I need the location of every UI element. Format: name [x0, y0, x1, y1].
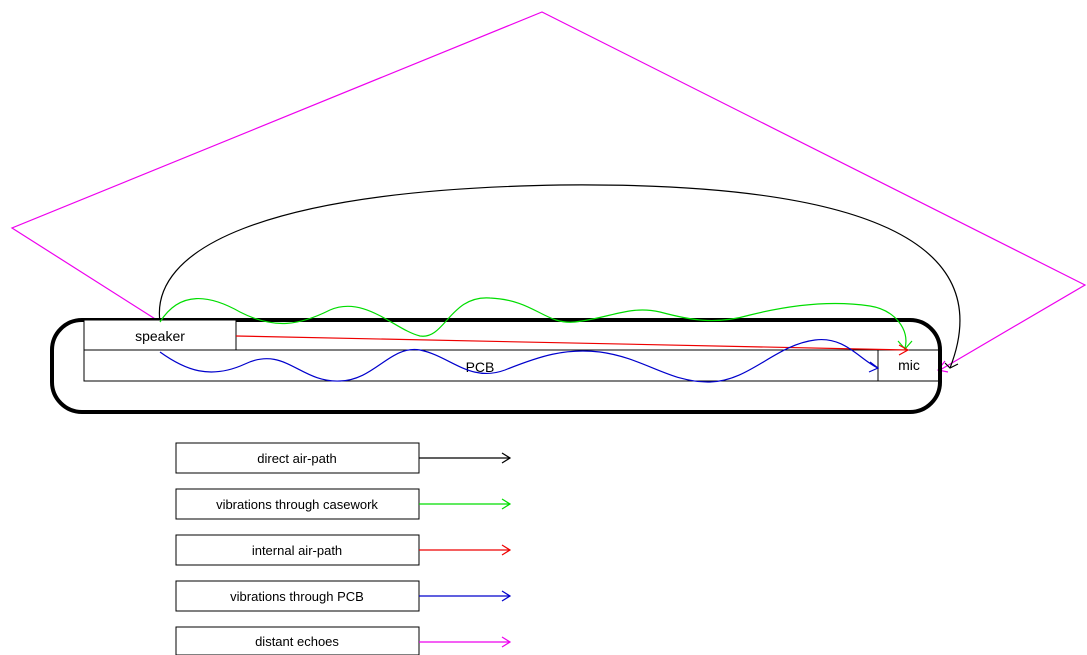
direct-air-path-arrowhead: [944, 362, 959, 369]
internal-air-path-arrowhead: [898, 344, 910, 356]
legend-label: direct air-path: [257, 451, 336, 466]
legend-item-direct-air-path: direct air-path: [175, 442, 512, 474]
internal-air-path: [235, 335, 909, 351]
distant-echoes-path: [10, 11, 1087, 371]
pcb-vibration-arrowhead: [868, 361, 880, 373]
legend-item-pcb-vibrations: vibrations through PCB: [175, 580, 512, 612]
legend-item-distant-echoes: distant echoes: [175, 626, 512, 655]
direct-air-path: [158, 184, 961, 369]
legend-item-casework: vibrations through casework: [175, 488, 512, 520]
casework-vibration-path: [159, 297, 907, 349]
legend-label: vibrations through casework: [216, 497, 378, 512]
legend-item-internal-air-path: internal air-path: [175, 534, 512, 566]
legend-label: distant echoes: [255, 634, 339, 649]
speaker-label: speaker: [135, 328, 185, 344]
mic-label: mic: [898, 357, 920, 373]
pcb-board: [83, 349, 941, 382]
legend-label: internal air-path: [252, 543, 342, 558]
pcb-vibration-path: [159, 339, 879, 383]
speaker-box: [83, 319, 237, 351]
legend-label: vibrations through PCB: [230, 589, 364, 604]
legend: direct air-path vibrations through casew…: [175, 442, 512, 655]
